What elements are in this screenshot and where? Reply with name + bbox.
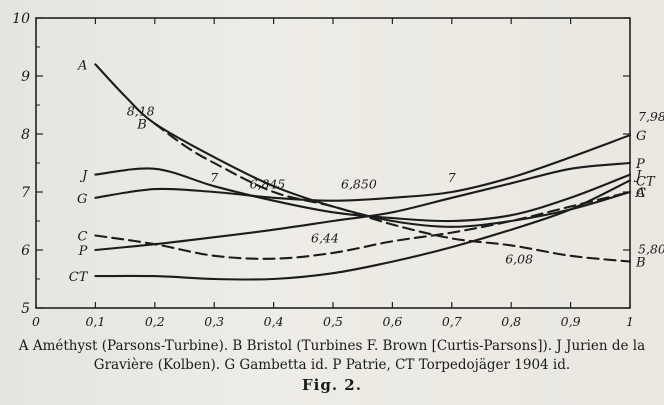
value-annotation: 6,08 bbox=[505, 251, 533, 266]
plot-frame bbox=[35, 17, 631, 309]
series-line-p bbox=[94, 161, 632, 252]
y-tick-label: 5 bbox=[21, 301, 30, 317]
series-line-g bbox=[94, 134, 632, 202]
value-annotation: 5,80 bbox=[638, 242, 664, 257]
caption-line-2: Gravière (Kolben). G Gambetta id. P Patr… bbox=[93, 357, 571, 373]
y-tick-label: 7 bbox=[21, 185, 30, 201]
value-annotation: 7 bbox=[210, 170, 218, 185]
x-tick-label: 0,7 bbox=[442, 314, 462, 329]
series-label-p: P bbox=[78, 244, 88, 259]
series-end-label-b: B bbox=[635, 256, 646, 271]
value-annotation: 7 bbox=[448, 170, 456, 185]
series-label-c: C bbox=[77, 230, 87, 245]
value-annotation: 6,850 bbox=[341, 177, 377, 192]
y-tick-label: 10 bbox=[12, 11, 30, 27]
series-end-label-a: A bbox=[635, 186, 645, 201]
series-end-label-ct: CT bbox=[636, 174, 656, 189]
y-tick-label: 6 bbox=[21, 243, 30, 259]
series-label-g: G bbox=[77, 192, 87, 207]
value-annotation: 6,845 bbox=[250, 177, 286, 192]
series-label-j: J bbox=[79, 169, 88, 184]
caption-line-1: A Améthyst (Parsons-Turbine). B Bristol … bbox=[18, 338, 646, 354]
x-tick-label: 0,3 bbox=[204, 314, 224, 329]
series-label-b: B bbox=[136, 118, 147, 133]
x-tick-label: 0,8 bbox=[501, 314, 521, 329]
series-line-a bbox=[94, 63, 632, 228]
series-label-ct: CT bbox=[69, 270, 89, 285]
series-end-label-p: P bbox=[635, 157, 645, 172]
x-tick-label: 1 bbox=[626, 314, 634, 329]
x-tick-label: 0,4 bbox=[264, 314, 284, 329]
series-line-j bbox=[94, 167, 632, 223]
y-tick-label: 9 bbox=[21, 69, 30, 85]
x-tick-label: 0,2 bbox=[145, 314, 165, 329]
series-line-ct bbox=[94, 179, 632, 281]
x-tick-label: 0 bbox=[32, 314, 40, 329]
x-tick-label: 0,1 bbox=[85, 314, 105, 329]
y-tick-label: 8 bbox=[21, 127, 30, 143]
series-end-label-j: J bbox=[633, 169, 642, 184]
series-end-label-c: C bbox=[636, 186, 646, 201]
value-annotation: 7,98 bbox=[638, 109, 664, 124]
x-tick-label: 0,5 bbox=[323, 314, 343, 329]
series-end-label-g: G bbox=[636, 129, 646, 144]
series-label-a: A bbox=[77, 58, 87, 73]
x-tick-label: 0,9 bbox=[561, 314, 581, 329]
value-annotation: 6,44 bbox=[311, 230, 339, 245]
x-tick-label: 0,6 bbox=[382, 314, 402, 329]
series-line-c bbox=[94, 190, 632, 260]
figure-label: Fig. 2. bbox=[302, 376, 362, 394]
value-annotation: 8,18 bbox=[127, 104, 155, 119]
